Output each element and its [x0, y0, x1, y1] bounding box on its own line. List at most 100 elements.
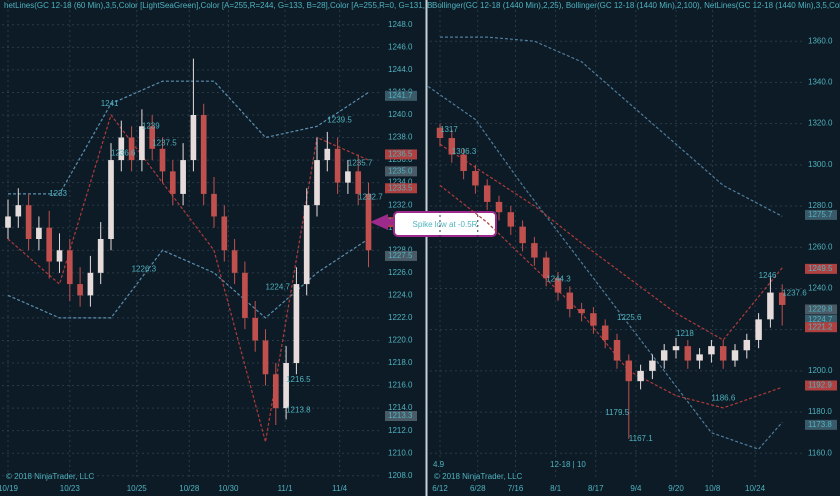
candle-body	[436, 127, 444, 139]
price-box	[805, 209, 837, 220]
candle-body	[637, 370, 644, 382]
price-label: 1232.7	[358, 192, 383, 201]
y-tick-label: 1228.0	[388, 245, 413, 254]
candle-body	[5, 216, 11, 228]
price-box-label: 1229.8	[808, 305, 833, 314]
candle-body	[531, 243, 538, 258]
y-tick-label: 1340.0	[808, 78, 833, 87]
price-box	[385, 410, 417, 421]
x-tick-label: 11/1	[278, 484, 294, 493]
price-box	[385, 166, 417, 177]
candle-body	[252, 317, 259, 341]
candle-body	[495, 201, 503, 213]
candle-body	[108, 160, 114, 239]
band-line	[8, 80, 369, 195]
x-tick-label: 6/28	[470, 484, 486, 493]
price-label: 1241	[101, 99, 119, 108]
candle-body	[190, 114, 197, 161]
candle-body	[566, 292, 574, 310]
x-tick-label: 8/1	[550, 484, 562, 493]
candle-body	[77, 284, 83, 296]
chart-header: Bollinger(GC 12-18 (1440 Min),2,25), Bol…	[432, 1, 840, 10]
price-box	[805, 263, 837, 274]
price-label: 1239.5	[327, 116, 352, 125]
price-label: 1226.3	[132, 265, 157, 274]
candle-body	[696, 354, 703, 361]
x-tick-label: 7/16	[508, 484, 524, 493]
y-tick-label: 1210.0	[388, 448, 413, 457]
price-box	[805, 304, 837, 315]
candle-body	[139, 126, 145, 161]
price-label: 1218	[676, 329, 694, 338]
candle-body	[272, 374, 279, 409]
y-tick-label: 1218.0	[388, 358, 413, 367]
price-label: 1225.6	[617, 313, 642, 322]
price-label: 1213.8	[286, 405, 311, 414]
candle-body	[542, 257, 550, 279]
candle-body	[578, 309, 585, 314]
y-tick-label: 1248.0	[388, 20, 413, 29]
y-tick-label: 1224.0	[388, 290, 413, 299]
y-tick-label: 1208.0	[388, 471, 413, 480]
candle-body	[719, 346, 727, 361]
y-tick-label: 1180.0	[808, 407, 832, 416]
candle-body	[448, 138, 456, 155]
band-line	[439, 143, 783, 341]
candle-body	[293, 284, 300, 364]
price-label: 1235.7	[348, 159, 373, 168]
candle-body	[519, 226, 526, 244]
y-tick-label: 1280.0	[808, 201, 833, 210]
candle-body	[460, 154, 467, 172]
band-line	[7, 238, 369, 319]
candle-body	[15, 205, 22, 217]
candle-body	[262, 340, 269, 375]
x-tick-label: 8/17	[588, 484, 604, 493]
price-box-label: 1236.5	[388, 150, 413, 159]
candle-body	[46, 227, 53, 262]
candle-body	[66, 250, 73, 285]
y-tick-label: 1244.0	[388, 65, 413, 74]
candle-body	[708, 346, 715, 355]
price-box-label: 1224.7	[808, 315, 833, 324]
candle-body	[324, 148, 331, 161]
price-box	[805, 419, 837, 430]
y-tick-label: 1260.0	[808, 242, 833, 251]
price-label: 1216.5	[286, 375, 311, 384]
candle-body	[483, 185, 491, 202]
candle-body	[684, 346, 692, 361]
x-tick-label: 10/19	[0, 484, 19, 493]
y-tick-label: 1232.0	[388, 200, 413, 209]
y-tick-label: 1320.0	[808, 119, 833, 128]
candle-body	[242, 272, 248, 318]
price-box-label: 1213.3	[388, 411, 413, 420]
price-box-label: 1221.2	[808, 322, 833, 331]
candle-body	[554, 278, 562, 293]
price-label: 1186.6	[711, 394, 735, 403]
price-box	[385, 90, 417, 101]
price-box	[385, 250, 417, 261]
candle-body	[200, 114, 207, 194]
band-line	[440, 36, 783, 217]
candle-body	[767, 292, 774, 320]
candle-body	[303, 205, 310, 285]
chart-header: hetLines(GC 12-18 (60 Min),3,5,Color [Li…	[4, 1, 432, 10]
candle-body	[507, 212, 515, 227]
corner-label: 4.9	[433, 460, 445, 469]
y-tick-label: 1236.0	[388, 155, 413, 164]
price-box-label: 1235.0	[388, 166, 413, 175]
x-tick-label: 6/12	[432, 484, 448, 493]
x-tick-label: 10/28	[179, 484, 200, 493]
price-box	[805, 380, 837, 391]
candle-body	[625, 360, 633, 382]
price-label: 1237.6	[782, 289, 807, 298]
price-box	[385, 183, 417, 194]
copyright: © 2018 NinjaTrader, LLC	[6, 472, 95, 481]
x-tick-label: 10/24	[745, 484, 766, 493]
price-label: 1306.3	[452, 147, 477, 156]
candle-body	[231, 250, 238, 273]
band-line	[439, 184, 783, 409]
copyright: © 2018 NinjaTrader, LLC	[434, 472, 523, 481]
annotation-arrow	[370, 214, 396, 230]
price-box-label: 1275.7	[808, 210, 833, 219]
candle-body	[731, 350, 739, 361]
